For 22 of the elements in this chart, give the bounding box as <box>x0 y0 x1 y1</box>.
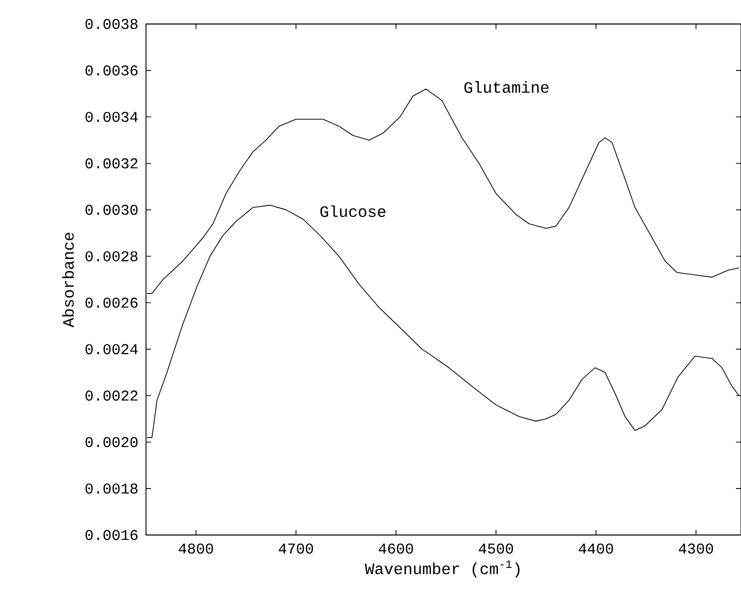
x-tick-label: 4600 <box>378 544 414 554</box>
series-label: Glutamine <box>464 81 549 93</box>
y-tick-label: 0.0020 <box>86 437 138 448</box>
x-tick-label: 4300 <box>678 544 714 554</box>
x-tick-label: 4800 <box>178 544 214 554</box>
y-tick-label: 0.0038 <box>86 18 138 30</box>
y-tick-label: 0.0022 <box>86 390 138 401</box>
y-axis-title: Absorbance <box>62 232 74 328</box>
y-tick-label: 0.0026 <box>86 298 138 308</box>
x-tick-label: 4400 <box>578 544 614 554</box>
y-tick-label: 0.0024 <box>86 344 138 354</box>
y-tick-label: 0.0030 <box>86 204 138 215</box>
x-axis-title: Wavenumber (cm$^{-1}$) <box>364 560 520 578</box>
series-label: Glucose <box>320 205 386 218</box>
y-tick-label: 0.0034 <box>86 112 138 122</box>
x-tick-label: 4700 <box>278 544 314 554</box>
y-tick-label: 0.0036 <box>86 65 138 76</box>
x-tick-label: 4500 <box>478 544 514 554</box>
y-tick-label: 0.0032 <box>86 158 138 168</box>
y-tick-label: 0.0028 <box>86 251 138 262</box>
y-tick-label: 0.0016 <box>86 530 138 540</box>
y-tick-label: 0.0018 <box>86 483 138 494</box>
